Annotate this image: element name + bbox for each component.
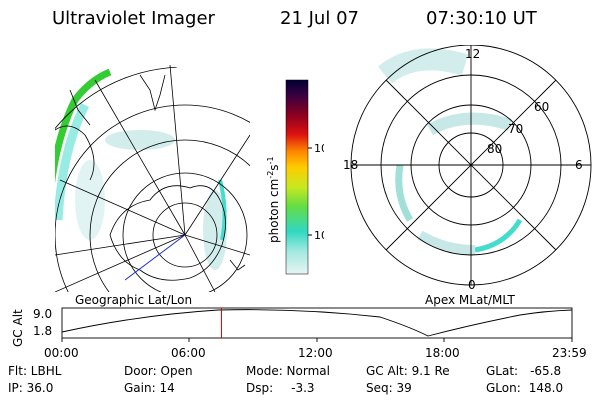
geographic-map (55, 64, 250, 292)
aurora-oval-bright (474, 218, 523, 253)
seq-status: Seq: 39 (366, 381, 412, 395)
colorbar-gradient (285, 79, 309, 275)
colorbar: 100 10 photon cm-2s-1 (266, 79, 324, 275)
glon-status: GLon: 148.0 (486, 381, 564, 395)
xtick-0000: 00:00 (44, 346, 79, 360)
aurora-diffuse (75, 160, 105, 240)
mlt-label-12: 12 (465, 47, 480, 61)
door-status: Door: Open (124, 364, 193, 378)
aurora-band-cyan (55, 102, 90, 221)
altitude-timeline: GC Alt 9.0 1.8 00:00 06:00 12:00 18:00 2… (11, 307, 587, 360)
mode-status: Mode: Normal (246, 364, 330, 378)
coastline (69, 89, 91, 126)
lat-label-60: 60 (534, 100, 549, 114)
aurora-oval-diffuse (377, 48, 469, 84)
filter-status: Flt: LBHL (8, 364, 62, 378)
gcalt-status: GC Alt: 9.1 Re (366, 364, 450, 378)
altitude-curve (61, 309, 573, 337)
altitude-ytick-min: 1.8 (33, 324, 52, 338)
polar-mlt-plot: 12 18 6 0 60 70 80 (343, 45, 592, 292)
aurora-oval-diffuse (395, 164, 414, 222)
continent-coastline (109, 185, 226, 281)
mlt-label-0: 0 (468, 278, 476, 292)
xtick-1800: 18:00 (425, 346, 460, 360)
ip-status: IP: 36.0 (8, 381, 54, 395)
time-label: 07:30:10 UT (426, 8, 537, 29)
date-label: 21 Jul 07 (280, 8, 359, 29)
mlt-label-6: 6 (575, 158, 583, 172)
projection-line (124, 234, 186, 281)
altitude-ytick-max: 9.0 (33, 307, 52, 321)
colorbar-unit-label: photon cm-2s-1 (266, 156, 281, 243)
aurora-diffuse (203, 190, 227, 270)
apex-label: Apex MLat/MLT (425, 293, 515, 307)
aurora-diffuse (105, 130, 175, 150)
altitude-ylabel: GC Alt (11, 309, 25, 347)
xtick-1200: 12:00 (298, 346, 333, 360)
lat-label-70: 70 (508, 122, 523, 136)
colorbar-tick-100: 100 (314, 142, 324, 155)
coastline (229, 259, 246, 271)
dsp-status: Dsp: -3.3 (246, 381, 315, 395)
colorbar-tick-10: 10 (314, 229, 324, 242)
mlt-label-18: 18 (343, 158, 358, 172)
xtick-0600: 06:00 (171, 346, 206, 360)
aurora-band-green (55, 68, 112, 231)
gain-status: Gain: 14 (124, 381, 175, 395)
coastline (55, 125, 95, 181)
aurora-oval-diffuse (427, 112, 512, 136)
altitude-plot-frame (61, 307, 573, 339)
aurora-oval-diffuse (417, 230, 476, 255)
imager-title: Ultraviolet Imager (52, 8, 215, 29)
geographic-label: Geographic Lat/Lon (75, 293, 193, 307)
xtick-2359: 23:59 (552, 346, 587, 360)
coastline (139, 74, 166, 112)
lat-label-80: 80 (487, 142, 502, 156)
glat-status: GLat: -65.8 (486, 364, 562, 378)
